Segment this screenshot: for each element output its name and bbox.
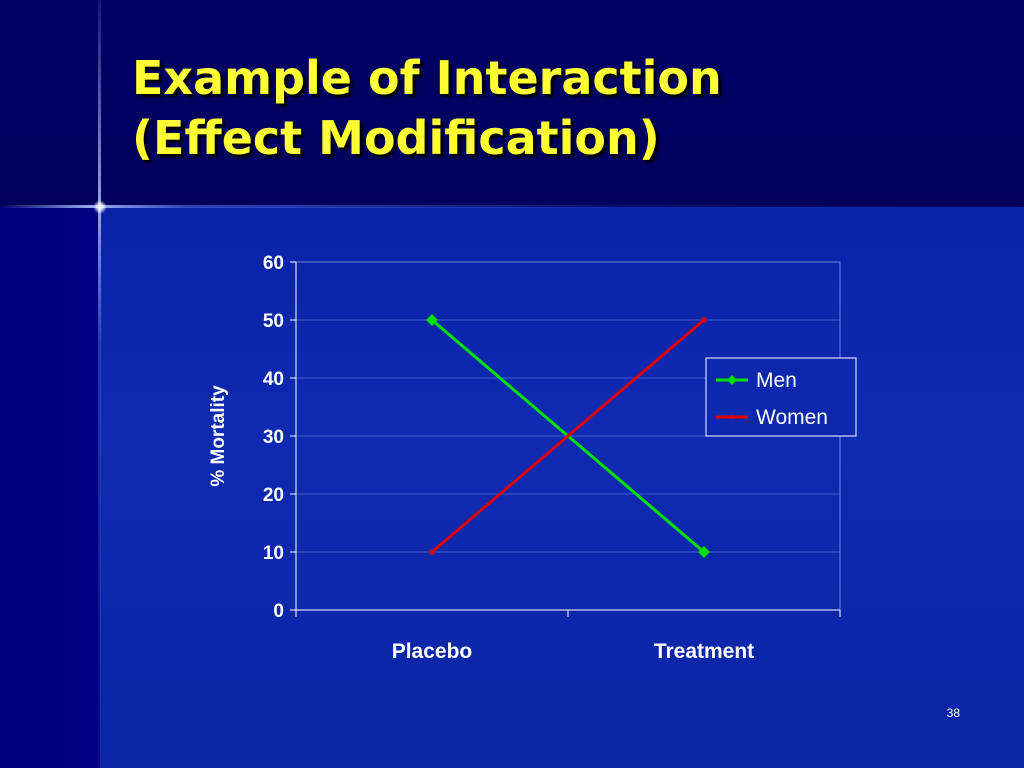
data-point-diamond (727, 375, 737, 385)
chart-legend: Men Women (705, 357, 857, 437)
decorative-horizontal-line (0, 205, 1024, 208)
y-tick-label: 60 (263, 253, 284, 274)
slide-header-background (0, 0, 1024, 207)
legend-label-women: Women (756, 406, 828, 429)
slide-content-background (100, 207, 1024, 768)
y-tick-label: 50 (263, 311, 284, 332)
slide-title: Example of Interaction (Effect Modificat… (132, 48, 992, 168)
decorative-star-flare (93, 200, 107, 214)
y-tick-label: 40 (263, 369, 284, 390)
legend-label-men: Men (756, 369, 797, 392)
y-tick-label: 10 (263, 543, 284, 564)
y-axis-label: % Mortality (208, 385, 229, 487)
data-point-diamond (426, 314, 438, 326)
x-tick-label: Placebo (392, 640, 473, 663)
data-point-square (429, 549, 435, 555)
data-point-square (730, 415, 734, 419)
y-tick-label: 30 (263, 427, 284, 448)
y-tick-label: 0 (273, 601, 284, 622)
slide-title-line-2: (Effect Modification) (132, 111, 660, 165)
chart-series (426, 314, 710, 558)
line-chart: 0 10 20 30 40 50 60 Placebo Treatment Men Women %… (208, 253, 857, 663)
series-line-women (431, 318, 705, 554)
x-tick-label: Treatment (654, 640, 754, 663)
slide-left-band (0, 207, 100, 768)
decorative-vertical-line (98, 0, 101, 768)
legend-box (705, 357, 857, 437)
slide-title-line-1: Example of Interaction (132, 51, 722, 105)
data-point-diamond (698, 546, 710, 558)
y-tick-label: 20 (263, 485, 284, 506)
data-point-square (701, 317, 707, 323)
page-number: 38 (946, 706, 960, 720)
chart-axes: 0 10 20 30 40 50 60 Placebo Treatment (263, 253, 841, 663)
